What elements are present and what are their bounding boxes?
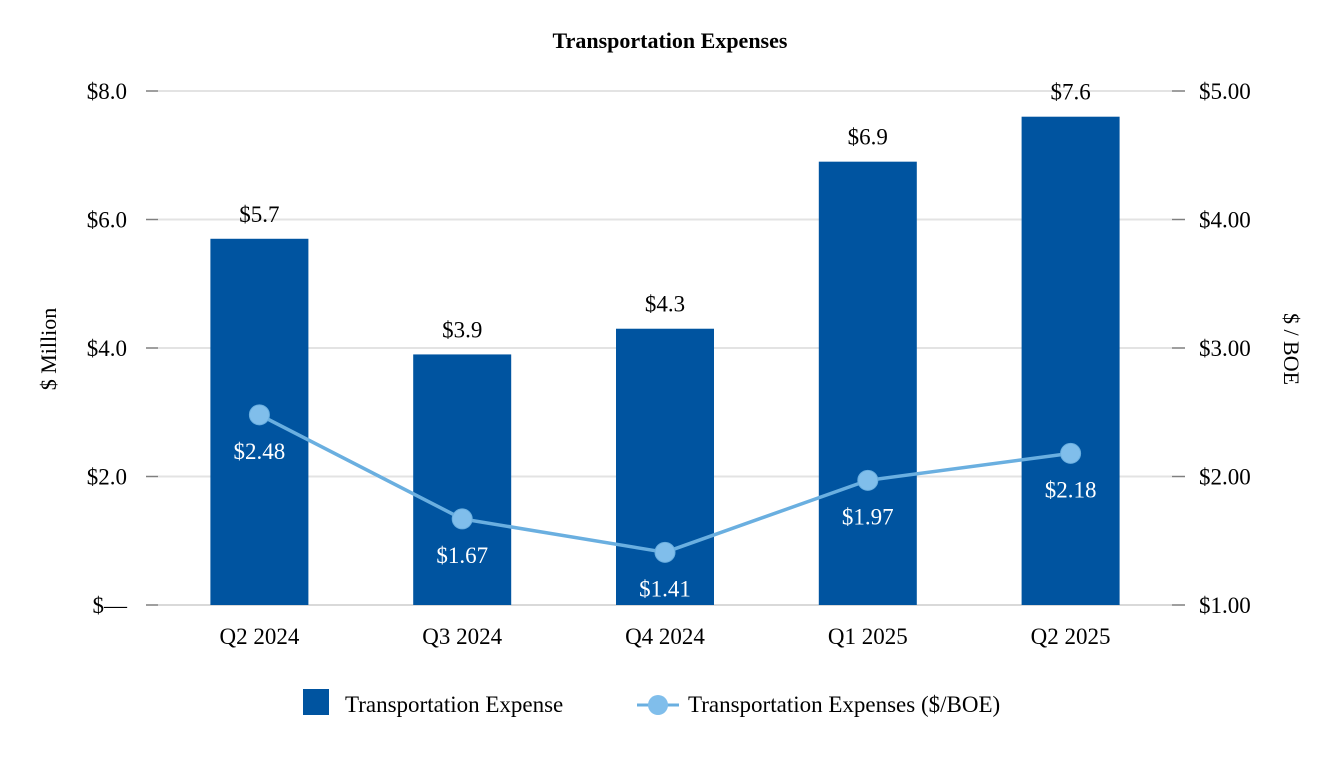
y-tick-label: $6.0 [87, 208, 127, 233]
bar-data-label: $3.9 [442, 317, 482, 342]
y-axis: $— $2.0 $4.0 $6.0 $8.0 [87, 79, 158, 618]
line-point [451, 508, 473, 530]
line-data-label: $1.97 [842, 504, 894, 529]
line-point [857, 469, 879, 491]
line-data-label: $2.48 [234, 439, 286, 464]
bar [1021, 116, 1120, 605]
y-tick-label: $8.0 [87, 79, 127, 104]
line-series: $2.48 $1.67 $1.41 $1.97 $2.18 [234, 404, 1097, 601]
x-axis: Q2 2024 Q3 2024 Q4 2024 Q1 2025 Q2 2025 [219, 624, 1110, 649]
line-point [654, 541, 676, 563]
y2-axis-title: $ / BOE [1279, 313, 1304, 385]
bar [616, 328, 714, 605]
line-data-label: $1.67 [436, 543, 488, 568]
bar-data-label: $4.3 [645, 292, 685, 317]
bar [818, 161, 917, 606]
y-tick-label: $— [93, 593, 129, 618]
y-axis-title: $ Million [36, 308, 61, 391]
line-data-label: $2.18 [1045, 477, 1097, 502]
line-point [1060, 442, 1082, 464]
legend-bar-swatch [303, 689, 329, 715]
bar-series [210, 116, 1120, 606]
y2-axis: $1.00 $2.00 $3.00 $4.00 $5.00 [1172, 79, 1251, 618]
y2-tick-label: $1.00 [1199, 593, 1251, 618]
x-tick-label: Q4 2024 [625, 624, 705, 649]
chart-title: Transportation Expenses [553, 28, 788, 53]
y2-tick-label: $5.00 [1199, 79, 1251, 104]
bar [413, 354, 512, 605]
y-tick-label: $4.0 [87, 336, 127, 361]
y-tick-label: $2.0 [87, 465, 127, 490]
line-point [248, 404, 270, 426]
bar-data-label: $6.9 [848, 125, 888, 150]
line-data-label: $1.41 [639, 576, 691, 601]
legend-line-marker [648, 695, 668, 715]
legend-bar-label: Transportation Expense [345, 692, 563, 717]
bar-data-label: $5.7 [239, 202, 279, 227]
x-tick-label: Q1 2025 [828, 624, 908, 649]
y2-tick-label: $4.00 [1199, 208, 1251, 233]
y2-tick-label: $2.00 [1199, 465, 1251, 490]
bar-data-label: $7.6 [1050, 80, 1090, 105]
x-tick-label: Q2 2025 [1031, 624, 1111, 649]
legend-line-label: Transportation Expenses ($/BOE) [688, 692, 1000, 717]
y2-tick-label: $3.00 [1199, 336, 1251, 361]
bar-data-labels: $5.7 $3.9 $4.3 $6.9 $7.6 [239, 80, 1090, 343]
x-tick-label: Q2 2024 [219, 624, 299, 649]
x-tick-label: Q3 2024 [422, 624, 502, 649]
legend: Transportation Expense Transportation Ex… [303, 689, 1000, 717]
